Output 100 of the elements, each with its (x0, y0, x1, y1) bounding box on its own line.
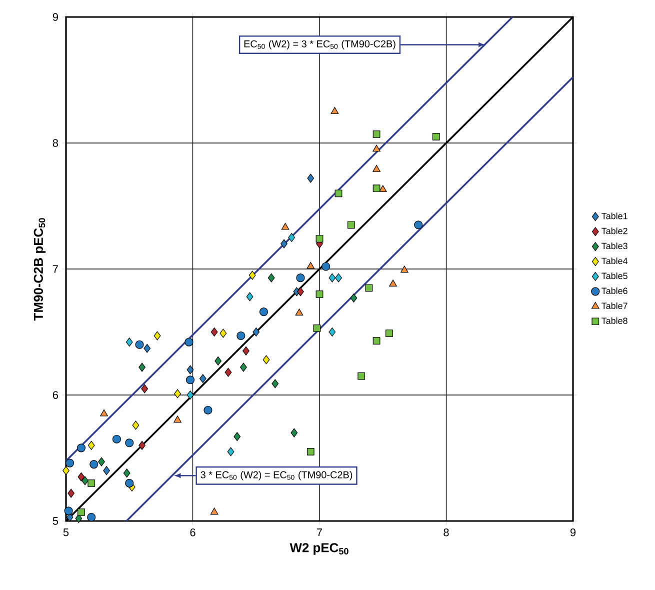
point (138, 362, 146, 372)
point (174, 416, 182, 423)
point (98, 457, 105, 466)
point (186, 365, 194, 374)
point (126, 338, 133, 347)
y-tick-label: 6 (52, 391, 58, 399)
annotation: EC$_{50}$ (W2) = 3 * EC$_{50}$ (TM90-C2B) (244, 40, 396, 50)
point (350, 293, 358, 302)
annotation: 3 * EC$_{50}$ (W2) = EC$_{50}$ (TM90-C2B) (200, 471, 352, 480)
point (316, 290, 324, 298)
point (365, 284, 373, 292)
legend-label: Table3 (602, 242, 628, 250)
point (432, 133, 440, 140)
point (66, 458, 74, 468)
point (82, 476, 88, 486)
point (262, 355, 270, 364)
x-axis-title: W2 pEC$_{50}$ (290, 543, 348, 555)
point (288, 233, 296, 242)
x-tick-label: 8 (444, 528, 449, 536)
point (248, 270, 256, 280)
point (224, 368, 232, 377)
point (214, 356, 222, 366)
x-tick-label: 9 (570, 528, 576, 536)
point (186, 390, 194, 400)
point (220, 328, 227, 338)
point (100, 409, 108, 416)
point (290, 428, 298, 438)
point (306, 262, 315, 269)
point (334, 190, 342, 198)
point (328, 273, 336, 282)
point (272, 379, 279, 388)
point (335, 273, 342, 282)
point (296, 274, 305, 282)
x-tick-label: 7 (317, 528, 322, 536)
point (252, 328, 260, 336)
point (297, 287, 304, 296)
legend-label: Table5 (602, 272, 628, 280)
legend-label: Table4 (602, 258, 628, 264)
legend-label: Table8 (602, 317, 628, 324)
point (306, 448, 314, 456)
point (135, 340, 144, 349)
point (372, 144, 380, 152)
point (372, 337, 380, 345)
point (316, 235, 324, 242)
point (242, 346, 250, 356)
point (184, 338, 194, 346)
y-tick-label: 5 (52, 517, 58, 525)
point (204, 406, 212, 414)
y-tick-label: 9 (52, 13, 58, 21)
y-tick-label: 8 (52, 139, 58, 147)
point (76, 444, 86, 452)
point (186, 376, 194, 384)
point (240, 362, 247, 372)
point (123, 468, 130, 478)
x-tick-label: 5 (63, 528, 69, 536)
point (141, 384, 148, 394)
point (246, 292, 254, 302)
point (88, 480, 96, 487)
point (372, 184, 380, 192)
point (138, 440, 146, 450)
point (389, 280, 397, 287)
point (78, 508, 85, 516)
point (68, 488, 75, 498)
legend-label: Table1 (602, 212, 628, 220)
point (330, 107, 339, 114)
point (313, 324, 321, 332)
point (295, 308, 304, 316)
point (268, 273, 275, 282)
point (154, 331, 161, 340)
y-axis-title: TM90-C2B pEC$_{50}$ (34, 218, 46, 321)
x-tick-label: 6 (190, 528, 196, 536)
point (210, 328, 218, 336)
point (307, 174, 314, 183)
point (372, 164, 380, 172)
point (372, 130, 380, 138)
point (62, 466, 70, 476)
point (112, 434, 121, 444)
point (125, 438, 134, 448)
point (400, 266, 408, 273)
point (322, 262, 330, 271)
point (328, 328, 336, 336)
legend-label: Table2 (602, 228, 628, 234)
point (386, 330, 393, 337)
point (414, 220, 423, 230)
point (236, 331, 246, 340)
point (103, 466, 110, 476)
point (281, 222, 290, 230)
point (174, 389, 181, 398)
legend-label: Table7 (602, 302, 628, 310)
point (87, 512, 96, 522)
point (280, 239, 288, 248)
point (199, 374, 206, 384)
point (259, 308, 268, 316)
y-tick-label: 7 (52, 265, 58, 273)
point (90, 460, 98, 469)
legend-label: Table6 (602, 287, 628, 294)
point (378, 185, 387, 192)
point (210, 508, 218, 515)
point (88, 440, 95, 450)
point (348, 221, 355, 229)
